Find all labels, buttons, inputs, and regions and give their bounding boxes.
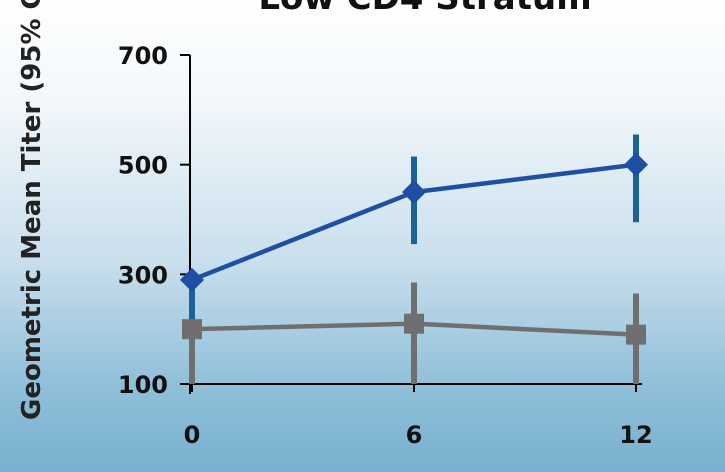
chart-title: Low CD4 Stratum xyxy=(195,0,655,18)
series-1-point xyxy=(180,267,204,292)
x-tick-label: 12 xyxy=(619,421,652,449)
y-tick-label: 300 xyxy=(118,261,168,289)
series-2-point xyxy=(626,324,646,345)
series-2-point xyxy=(404,313,424,334)
series-1-point xyxy=(402,180,426,205)
y-tick-label: 700 xyxy=(118,42,168,70)
series-1-point xyxy=(624,152,648,177)
x-tick-label: 0 xyxy=(184,421,201,449)
y-tick-label: 500 xyxy=(118,152,168,180)
x-tick-label: 6 xyxy=(406,421,423,449)
y-tick-label: 100 xyxy=(118,371,168,399)
series-2-point xyxy=(182,319,202,340)
